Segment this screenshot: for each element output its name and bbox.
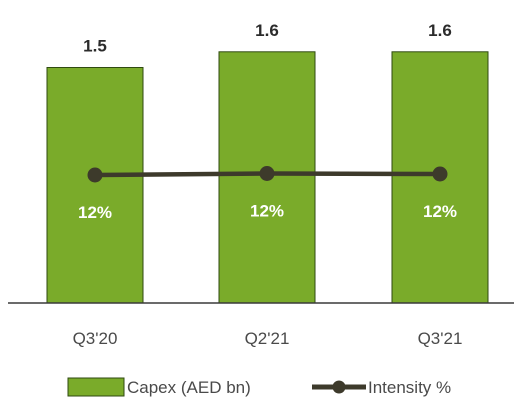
intensity-value-label: 12%	[423, 202, 457, 221]
line-layer	[87, 166, 448, 183]
bar-value-label: 1.6	[428, 21, 452, 40]
x-tick-label: Q3'20	[73, 329, 118, 348]
x-tick-label: Q3'21	[418, 329, 463, 348]
x-tick-label: Q2'21	[245, 329, 290, 348]
intensity-value-label: 12%	[78, 203, 112, 222]
intensity-value-label: 12%	[250, 202, 284, 221]
legend-label-capex: Capex (AED bn)	[127, 378, 251, 397]
intensity-point	[259, 166, 275, 181]
x-tick-labels: Q3'20 Q2'21 Q3'21	[73, 329, 463, 348]
legend-marker-intensity	[332, 380, 346, 394]
legend: Capex (AED bn) Intensity %	[67, 377, 451, 397]
intensity-point	[432, 166, 448, 182]
labels-layer: 1.5 1.6 1.6 12% 12% 12%	[78, 21, 457, 222]
bar-capex	[46, 67, 144, 304]
bar-value-label: 1.6	[255, 21, 279, 40]
bar-value-label: 1.5	[83, 37, 107, 56]
legend-label-intensity: Intensity %	[368, 378, 451, 397]
legend-swatch-capex	[67, 377, 125, 397]
intensity-point	[87, 167, 103, 183]
